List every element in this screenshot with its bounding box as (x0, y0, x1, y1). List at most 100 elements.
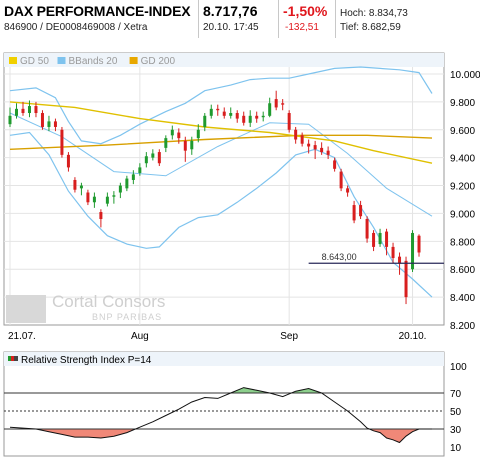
candlestick (138, 163, 142, 176)
candlestick (164, 135, 168, 153)
candlestick (40, 110, 44, 130)
rsi-y-tick-label: 100 (450, 362, 467, 373)
x-tick-label: Sep (280, 331, 298, 342)
y-tick-label: 8.200 (450, 321, 475, 332)
candle-body (27, 106, 31, 114)
candle-body (79, 185, 83, 189)
candle-body (320, 147, 324, 153)
candlestick (313, 140, 317, 160)
candle-body (248, 115, 252, 123)
candlestick (203, 113, 207, 132)
candlestick (333, 157, 337, 172)
candle-body (359, 205, 363, 217)
y-tick-label: 10.000 (450, 70, 480, 81)
legend-swatch (57, 57, 66, 64)
candle-body (229, 113, 233, 116)
candle-body (404, 260, 408, 298)
candle-body (144, 156, 148, 164)
candle-body (255, 115, 259, 119)
watermark-logo (6, 295, 46, 323)
candlestick (21, 101, 25, 116)
candlestick (216, 104, 220, 116)
candle-body (242, 115, 246, 123)
candlestick (92, 192, 96, 208)
legend-label: GD 200 (141, 56, 176, 67)
y-tick-label: 9.200 (450, 182, 475, 193)
candle-body (125, 178, 129, 189)
chart-legend: GD 50 BBands 20 GD 200 (9, 56, 176, 67)
candlestick (417, 234, 421, 257)
quote-header: DAX PERFORMANCE-INDEX 846900 / DE0008469… (0, 0, 480, 38)
header-divider (278, 0, 279, 38)
gd50-line (9, 101, 433, 164)
candlestick (209, 104, 213, 119)
candlestick (255, 111, 259, 123)
candlestick (352, 200, 356, 224)
candlestick (151, 149, 155, 161)
candle-body (339, 171, 343, 189)
candle-body (164, 138, 168, 148)
candlestick (118, 182, 122, 199)
candle-body (372, 232, 376, 247)
candlestick (365, 216, 369, 243)
header-divider (198, 0, 199, 38)
candlestick (385, 228, 389, 256)
candlestick (229, 107, 233, 119)
day-high: Hoch: 8.834,73 (340, 8, 408, 19)
change-absolute: -132,51 (285, 22, 319, 33)
candlestick (404, 256, 408, 305)
rsi-legend-mark-up (8, 356, 11, 361)
candlestick (307, 139, 311, 154)
index-title: DAX PERFORMANCE-INDEX (4, 3, 191, 19)
bband-upper-line (9, 66, 433, 145)
candlestick (248, 110, 252, 127)
candlestick (170, 125, 174, 140)
candle-body (21, 108, 25, 114)
index-ids: 846900 / DE0008469008 / Xetra (4, 22, 148, 33)
candle-body (157, 152, 161, 164)
candlestick (27, 100, 31, 118)
y-tick-label: 9.000 (450, 209, 475, 220)
candlestick (53, 118, 57, 132)
candlestick (339, 168, 343, 192)
candle-body (326, 150, 330, 155)
candle-body (222, 111, 226, 116)
watermark-brand: Cortal Consors (52, 292, 165, 311)
rsi-y-tick-label: 70 (450, 389, 462, 400)
candle-body (138, 167, 142, 173)
candlestick (281, 99, 285, 111)
candlestick (177, 128, 181, 144)
main-plot-area (3, 52, 445, 326)
watermark: Cortal Consors BNP PARIBAS (6, 292, 165, 323)
candle-body (183, 140, 187, 151)
x-tick-label: 20.10. (399, 331, 427, 342)
candlestick (222, 107, 226, 119)
rsi-line (9, 387, 432, 444)
candle-body (352, 205, 356, 221)
candle-body (177, 132, 181, 139)
candle-body (398, 256, 402, 264)
rsi-y-tick-label: 30 (450, 425, 462, 436)
rsi-oversold-fill (36, 429, 136, 438)
legend-swatch (9, 57, 17, 64)
candlestick (359, 200, 363, 220)
rsi-legend-mark-down (11, 356, 14, 361)
candlestick (60, 126, 64, 158)
watermark-sub: BNP PARIBAS (92, 312, 162, 322)
candlestick (131, 170, 135, 185)
candle-body (60, 129, 64, 155)
candlestick (372, 230, 376, 252)
y-tick-label: 8.400 (450, 293, 475, 304)
price-datetime: 20.10. 17:45 (203, 22, 259, 33)
candlestick (157, 149, 161, 167)
candle-body (378, 232, 382, 245)
annotation-label: 8.643,00 (322, 252, 357, 262)
candle-body (216, 108, 220, 111)
candlestick (391, 242, 395, 264)
candle-body (235, 113, 239, 119)
candle-body (346, 188, 350, 193)
candlestick (47, 115, 51, 132)
candle-body (365, 219, 369, 239)
candle-body (86, 192, 90, 203)
